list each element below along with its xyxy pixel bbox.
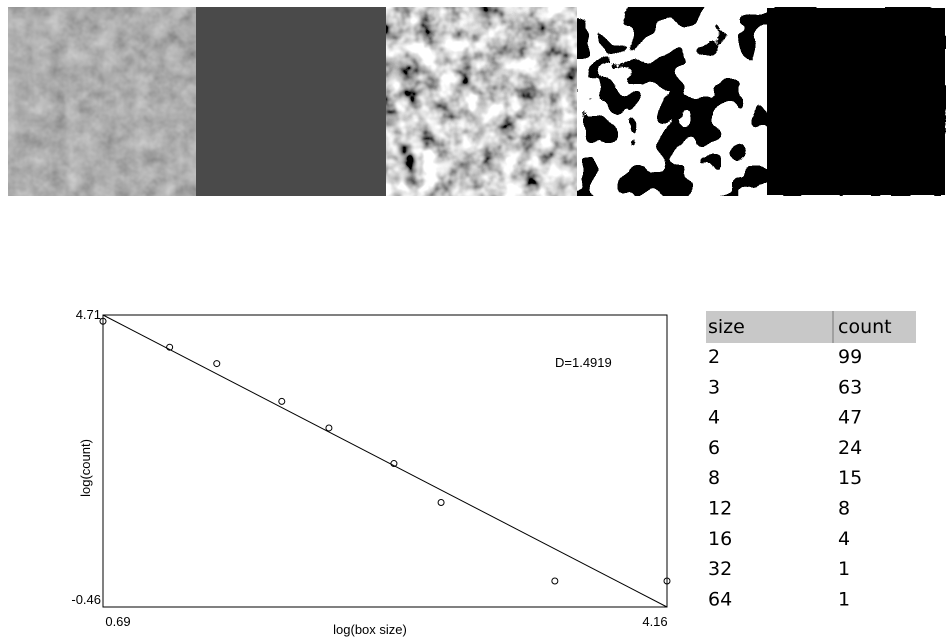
y-tick-label: 4.71	[76, 307, 101, 322]
table-cell: 16	[708, 528, 732, 550]
point	[552, 578, 558, 584]
table-cell: 6	[708, 437, 720, 459]
image-binary	[577, 7, 766, 196]
table-header: count	[838, 316, 892, 338]
table-cell: 4	[838, 528, 850, 550]
table-cell: 8	[838, 498, 850, 520]
point	[214, 361, 220, 367]
image-original	[8, 7, 196, 196]
table-header: size	[708, 316, 745, 338]
table-cell: 2	[708, 346, 720, 368]
table-cell: 32	[708, 558, 732, 580]
image-outline	[766, 7, 946, 196]
point	[326, 425, 332, 431]
table-cell: 8	[708, 467, 720, 489]
y-tick-label: -0.46	[71, 592, 101, 607]
table-cell: 12	[708, 498, 732, 520]
x-tick-label: 4.16	[642, 614, 667, 629]
table-cell: 47	[838, 407, 862, 429]
table-cell: 63	[838, 376, 862, 398]
page: log(count) log(box size) D=1.4919 -0.46 4…	[0, 0, 946, 639]
y-axis-label: log(count)	[78, 439, 93, 497]
table-cell: 4	[708, 407, 720, 429]
image-background	[196, 7, 386, 196]
point	[438, 500, 444, 506]
table-cell: 1	[838, 558, 850, 580]
table-cell: 99	[838, 346, 862, 368]
screen: log(count) log(box size) D=1.4919 -0.46 4…	[0, 0, 946, 639]
table-cell: 64	[708, 588, 732, 610]
table-cell: 15	[838, 467, 862, 489]
point	[279, 398, 285, 404]
image-enhanced	[386, 7, 577, 196]
table-cell: 1	[838, 588, 850, 610]
x-axis-label: log(box size)	[333, 622, 407, 637]
table-cell: 3	[708, 376, 720, 398]
annotation: D=1.4919	[555, 355, 612, 370]
x-tick-label: 0.69	[105, 614, 130, 629]
table-cell: 24	[838, 437, 862, 459]
